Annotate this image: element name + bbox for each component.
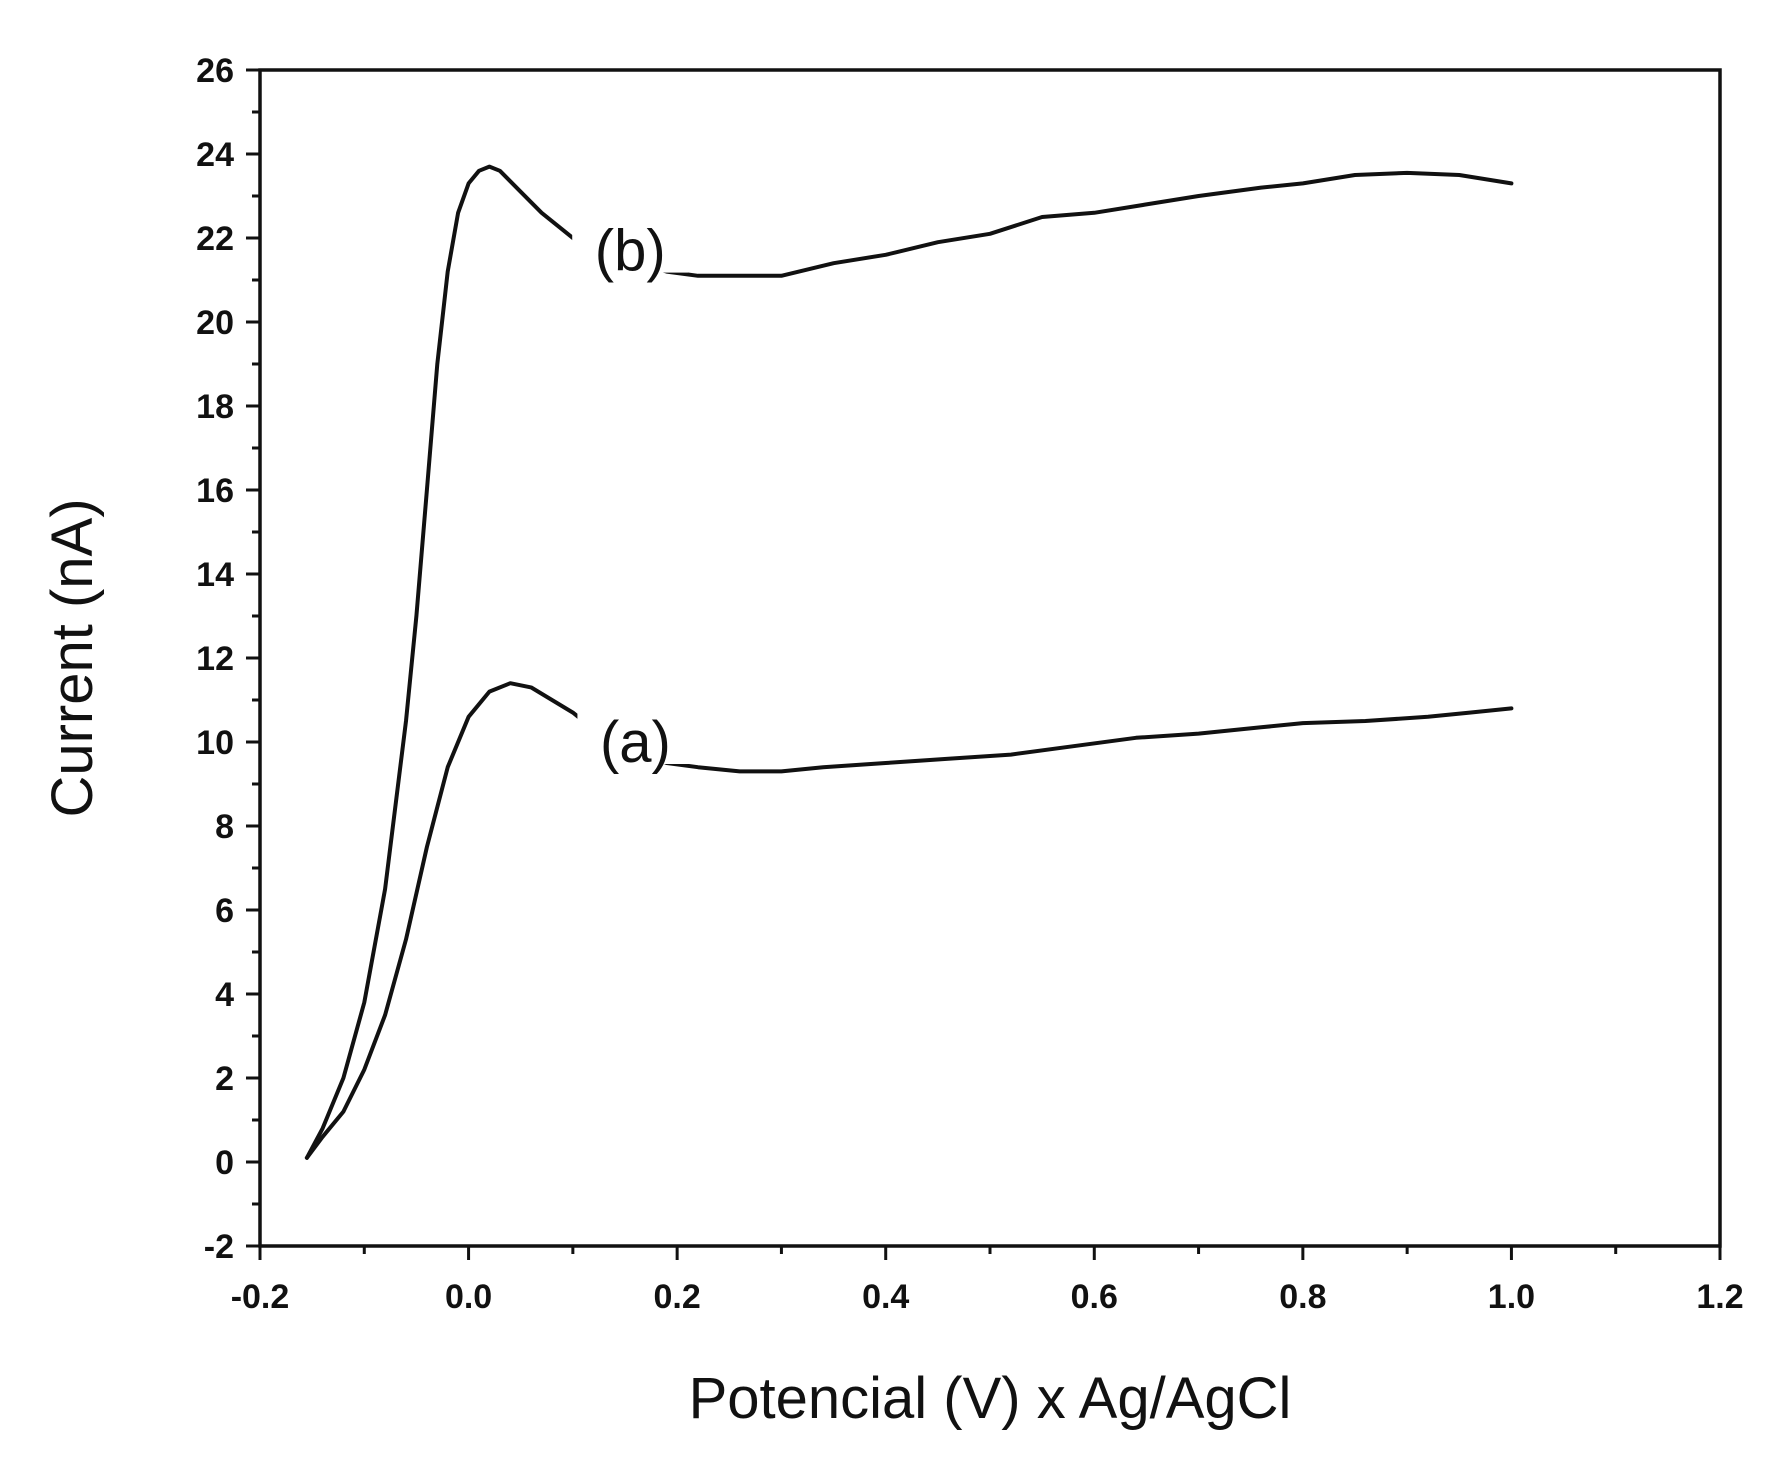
- x-tick-label: 1.0: [1488, 1278, 1535, 1316]
- x-tick-label: 0.0: [445, 1278, 492, 1316]
- y-tick-label: 26: [196, 52, 234, 90]
- y-tick-label: 0: [215, 1144, 234, 1182]
- series-line-a: [304, 681, 1514, 1160]
- x-tick-label: 0.4: [862, 1278, 909, 1316]
- y-axis-title: Current (nA): [40, 498, 105, 817]
- y-tick-label: 16: [196, 472, 234, 510]
- x-tick-label: 0.2: [654, 1278, 701, 1316]
- series-label-a: (a): [600, 710, 671, 775]
- y-tick-label: 2: [215, 1060, 234, 1098]
- plot-area: (a) (b): [304, 164, 1514, 1160]
- y-tick-label: -2: [204, 1228, 234, 1266]
- y-tick-label: 24: [196, 136, 234, 174]
- x-tick-label: 1.2: [1696, 1278, 1743, 1316]
- series-label-knockout: [572, 208, 689, 273]
- y-tick-label: 20: [196, 304, 234, 342]
- x-tick-label: 0.8: [1279, 1278, 1326, 1316]
- y-tick-label: 8: [215, 808, 234, 846]
- series-label-b: (b): [595, 219, 666, 284]
- x-axis: -0.2 0.0 0.2 0.4 0.6 0.8 1.0 1.2: [231, 1246, 1744, 1316]
- x-tick-label: 0.6: [1071, 1278, 1118, 1316]
- y-tick-label: 10: [196, 724, 234, 762]
- y-tick-label: 18: [196, 388, 234, 426]
- x-tick-label: -0.2: [231, 1278, 290, 1316]
- series-line-b: [304, 164, 1514, 1160]
- y-tick-label: 22: [196, 220, 234, 258]
- series-label-knockout: [577, 700, 694, 764]
- y-tick-label: 6: [215, 892, 234, 930]
- y-tick-label: 4: [215, 976, 234, 1014]
- plot-frame: [258, 68, 1722, 1248]
- y-tick-label: 14: [196, 556, 234, 594]
- y-tick-label: 12: [196, 640, 234, 678]
- x-axis-title: Potencial (V) x Ag/AgCl: [689, 1366, 1292, 1431]
